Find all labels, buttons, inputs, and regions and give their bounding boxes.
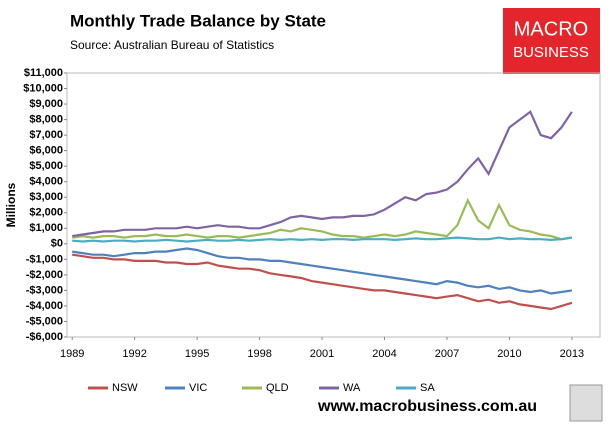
x-tick-label: 2001 (310, 348, 334, 360)
chart-subtitle: Source: Australian Bureau of Statistics (70, 38, 274, 52)
legend-label: QLD (266, 382, 289, 394)
x-tick-label: 1989 (60, 348, 84, 360)
y-tick-label: $7,000 (29, 129, 63, 141)
plot-frame (66, 72, 601, 338)
y-tick-label: $2,000 (29, 207, 63, 219)
line-series (72, 253, 573, 311)
y-tick-label: $8,000 (29, 113, 63, 125)
y-tick-label: -$4,000 (26, 300, 63, 312)
x-tick-label: 2007 (435, 348, 459, 360)
y-axis-label: Millions (4, 182, 18, 227)
legend-label: NSW (112, 382, 138, 394)
y-tick-label: $5,000 (29, 160, 63, 172)
y-tick-label: -$5,000 (26, 315, 63, 327)
line-series (72, 247, 573, 295)
x-tick-label: 2013 (560, 348, 584, 360)
y-tick-label: $9,000 (29, 98, 63, 110)
x-tick-label: 1992 (122, 348, 146, 360)
y-tick-label: $6,000 (29, 145, 63, 157)
y-tick-label: $4,000 (29, 176, 63, 188)
x-tick-label: 1995 (185, 348, 209, 360)
y-tick-label: $11,000 (24, 67, 63, 79)
chart-title: Monthly Trade Balance by State (70, 11, 326, 30)
y-tick-label: $10,000 (23, 82, 63, 94)
line-series (72, 197, 573, 241)
line-series (72, 110, 573, 238)
y-tick-label: $3,000 (29, 191, 63, 203)
line-series (72, 236, 573, 243)
y-tick-label: -$3,000 (26, 284, 63, 296)
footer: www.macrobusiness.com.au (317, 398, 537, 415)
wolf-icon (569, 384, 603, 422)
y-tick-label: -$6,000 (26, 331, 63, 343)
y-tick-label: -$2,000 (26, 269, 63, 281)
legend-label: WA (343, 382, 361, 394)
y-tick-label: -$1,000 (26, 253, 63, 265)
y-tick-label: $0 (51, 238, 63, 250)
x-tick-label: 1998 (247, 348, 271, 360)
x-tick-label: 2004 (372, 348, 396, 360)
legend-label: SA (420, 382, 435, 394)
logo (503, 8, 600, 74)
x-tick-label: 2010 (497, 348, 521, 360)
logo-text: BUSINESS (513, 44, 589, 61)
legend-label: VIC (189, 382, 207, 394)
y-tick-label: $1,000 (29, 222, 63, 234)
logo-text: MACRO (514, 18, 588, 40)
